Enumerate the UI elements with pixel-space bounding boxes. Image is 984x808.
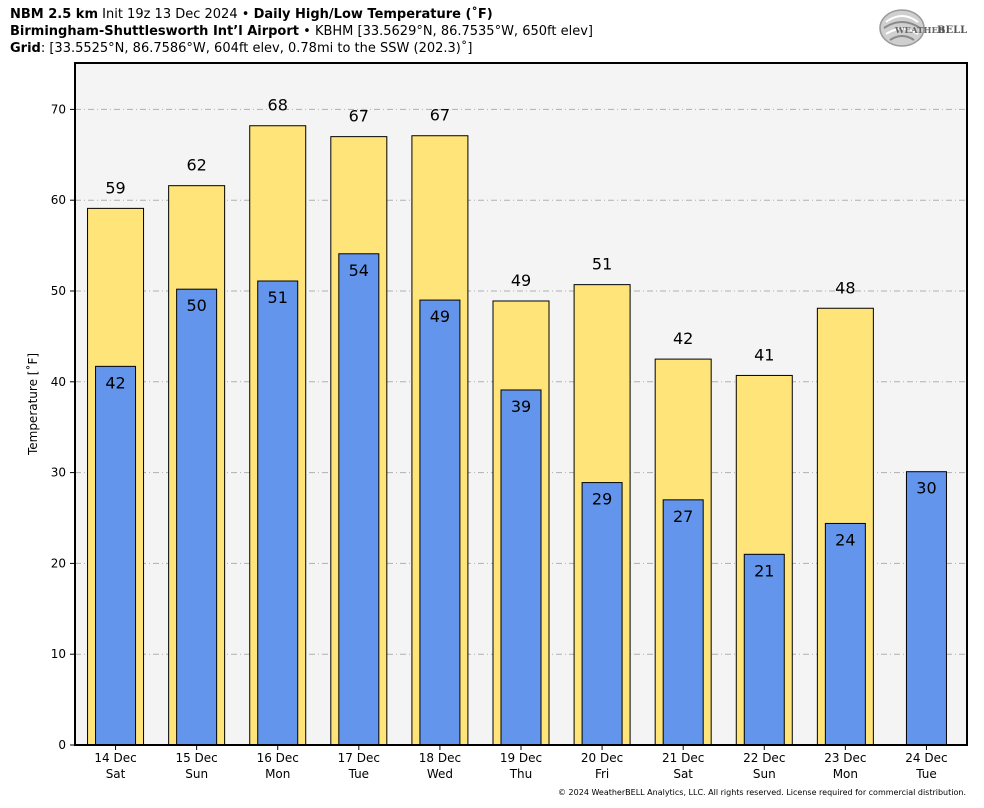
copyright-footer: © 2024 WeatherBELL Analytics, LLC. All r… <box>558 788 966 797</box>
low-bar <box>419 299 461 746</box>
x-tick-label-day: Mon <box>265 767 290 781</box>
header-line-1: NBM 2.5 km Init 19z 13 Dec 2024 • Daily … <box>10 6 493 23</box>
low-value-label: 51 <box>268 288 288 307</box>
header-line-2: Birmingham-Shuttlesworth Int’l Airport •… <box>10 23 593 40</box>
low-bar <box>743 553 785 746</box>
x-tick-label-date: 17 Dec <box>338 751 380 765</box>
high-value-label: 68 <box>268 96 288 115</box>
init-time: Init 19z 13 Dec 2024 <box>102 7 238 22</box>
station-info: KBHM [33.5629°N, 86.7535°W, 650ft elev] <box>314 24 593 39</box>
high-value-label: 41 <box>754 345 774 364</box>
x-tick-label-day: Sat <box>106 767 126 781</box>
x-tick-label-date: 22 Dec <box>743 751 785 765</box>
x-tick-label-day: Sun <box>753 767 776 781</box>
high-value-label: 49 <box>511 271 531 290</box>
y-tick-label: 60 <box>51 193 66 207</box>
logo-text-bell: BELL <box>937 25 967 36</box>
high-value-label: 62 <box>186 156 206 175</box>
x-tick-label-date: 19 Dec <box>500 751 542 765</box>
x-tick-label-day: Sat <box>673 767 693 781</box>
high-value-label: 42 <box>673 329 693 348</box>
low-value-label: 54 <box>349 261 369 280</box>
low-bar <box>176 288 218 746</box>
x-tick-label-date: 24 Dec <box>905 751 947 765</box>
low-bar <box>662 499 704 746</box>
separator: • <box>303 24 311 39</box>
y-tick-label: 30 <box>51 466 66 480</box>
high-value-label: 51 <box>592 255 612 274</box>
x-axis: 14 Dec Sat 15 Dec Sun 16 Dec Mon 17 Dec Tue 18 D… <box>94 745 948 781</box>
y-axis: 0 10 20 30 40 50 60 70 <box>51 102 75 752</box>
low-bar <box>338 253 380 746</box>
model-name: NBM 2.5 km <box>10 7 98 22</box>
x-tick-label-day: Thu <box>509 767 533 781</box>
low-bar <box>581 482 623 746</box>
x-tick-label-date: 20 Dec <box>581 751 623 765</box>
low-value-label: 29 <box>592 490 612 509</box>
x-tick-label-date: 14 Dec <box>94 751 136 765</box>
x-tick-label-date: 23 Dec <box>824 751 866 765</box>
low-bar <box>257 280 299 746</box>
low-value-label: 24 <box>835 530 855 549</box>
grid-info: : [33.5525°N, 86.7586°W, 604ft elev, 0.7… <box>40 41 473 56</box>
header-line-3: Grid: [33.5525°N, 86.7586°W, 604ft elev,… <box>10 40 472 57</box>
x-tick-label-day: Tue <box>915 767 937 781</box>
high-value-label: 59 <box>105 178 125 197</box>
station-name: Birmingham-Shuttlesworth Int’l Airport <box>10 24 299 39</box>
y-tick-label: 40 <box>51 375 66 389</box>
weatherbell-logo: WEATHER BELL <box>879 9 967 47</box>
x-tick-label-day: Fri <box>595 767 609 781</box>
high-value-label: 67 <box>349 107 369 126</box>
low-value-label: 49 <box>430 307 450 326</box>
x-tick-label-day: Tue <box>348 767 370 781</box>
low-bar <box>500 389 542 746</box>
y-tick-label: 20 <box>51 556 66 570</box>
low-value-label: 27 <box>673 507 693 526</box>
x-tick-label-date: 15 Dec <box>175 751 217 765</box>
low-value-label: 21 <box>754 561 774 580</box>
high-value-label: 48 <box>835 278 855 297</box>
low-value-label: 42 <box>105 373 125 392</box>
y-tick-label: 10 <box>51 647 66 661</box>
x-tick-label-date: 18 Dec <box>419 751 461 765</box>
low-bar <box>95 365 137 746</box>
x-tick-label-date: 16 Dec <box>257 751 299 765</box>
low-value-label: 39 <box>511 397 531 416</box>
low-value-label: 50 <box>186 296 206 315</box>
x-tick-label-day: Wed <box>427 767 453 781</box>
x-tick-label-day: Sun <box>185 767 208 781</box>
y-axis-label: Temperature [˚F] <box>25 353 40 456</box>
low-bars <box>95 253 947 746</box>
separator: • <box>241 7 250 22</box>
x-tick-label-day: Mon <box>833 767 858 781</box>
bar-labels: 59 42 62 50 68 51 67 54 67 49 49 39 51 29 42 27 41 21 48 24… <box>105 96 936 581</box>
product-title: Daily High/Low Temperature (˚F) <box>253 7 493 22</box>
low-bar <box>905 471 947 746</box>
y-tick-label: 0 <box>58 738 66 752</box>
low-bar <box>824 522 866 746</box>
high-value-label: 67 <box>430 106 450 125</box>
x-tick-label-date: 21 Dec <box>662 751 704 765</box>
logo-text: WEATHER <box>894 26 946 36</box>
low-value-label: 30 <box>916 479 936 498</box>
y-tick-label: 70 <box>51 102 66 116</box>
y-tick-label: 50 <box>51 284 66 298</box>
grid-label: Grid <box>10 41 41 56</box>
